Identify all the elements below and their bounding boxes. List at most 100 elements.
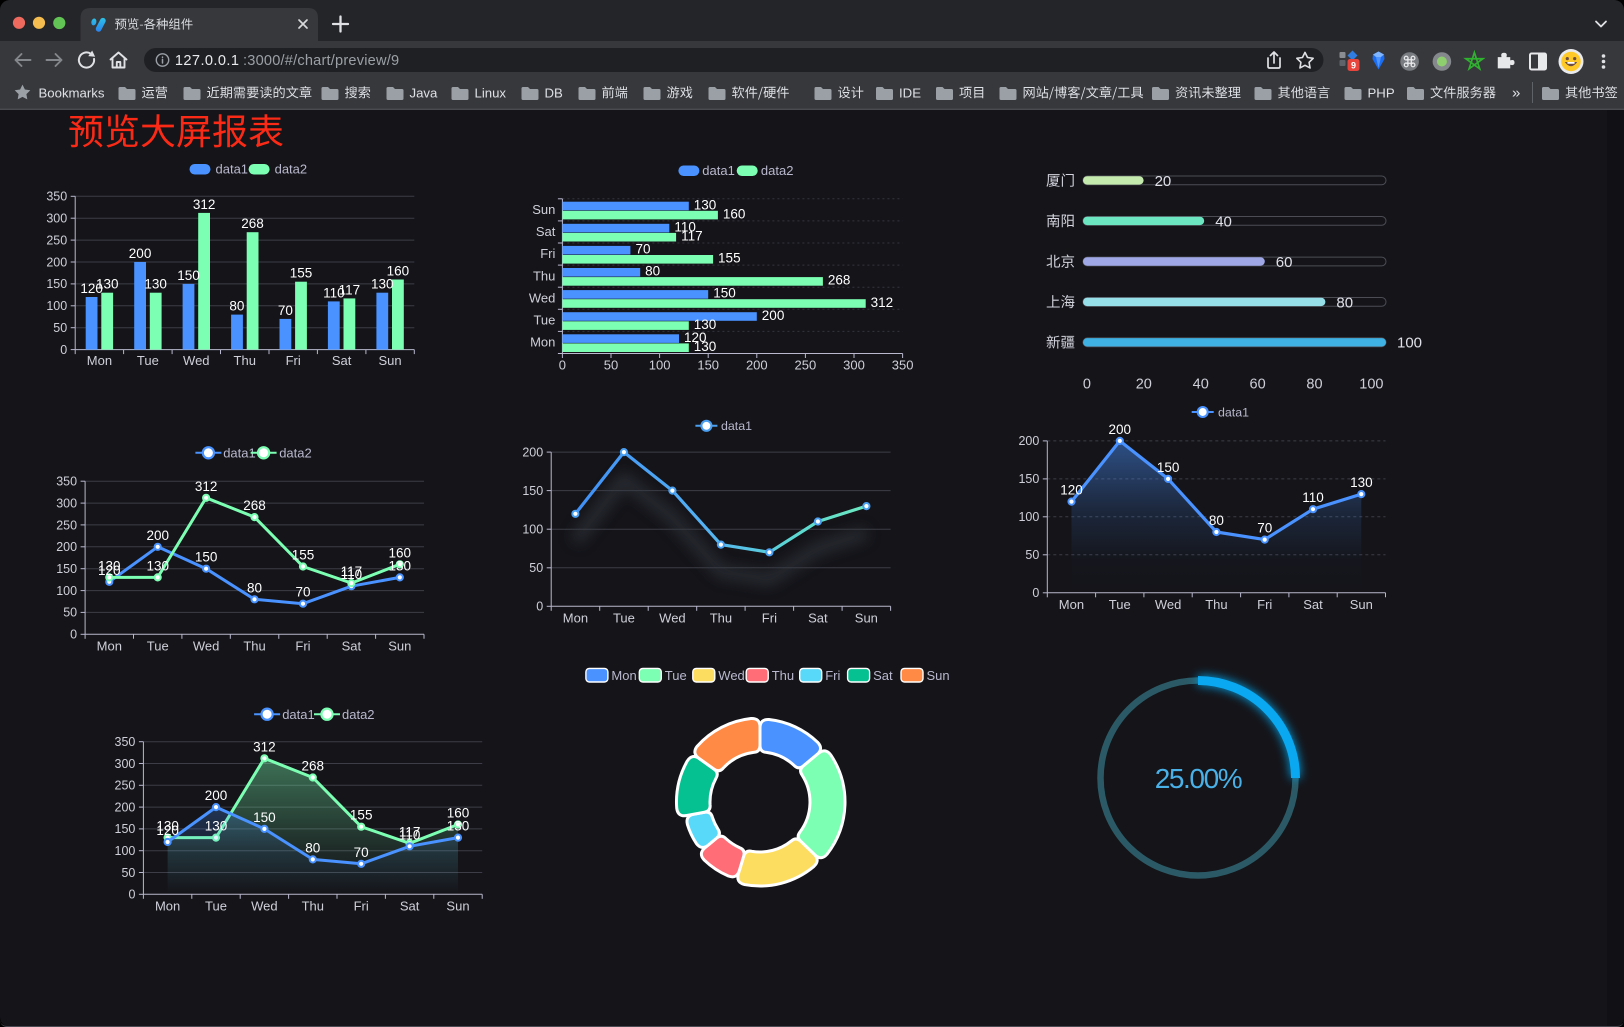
- svg-text:130: 130: [371, 277, 394, 292]
- svg-text:50: 50: [53, 321, 67, 335]
- svg-text:130: 130: [694, 317, 717, 332]
- svg-text:80: 80: [305, 840, 320, 855]
- svg-text:50: 50: [1025, 548, 1039, 562]
- svg-text:Tue: Tue: [147, 638, 169, 653]
- svg-text:Sun: Sun: [388, 638, 411, 653]
- svg-text:Thu: Thu: [710, 610, 732, 625]
- svg-text:0: 0: [128, 888, 135, 902]
- svg-text:120: 120: [98, 563, 121, 578]
- svg-text:Sat: Sat: [808, 610, 828, 625]
- svg-text:200: 200: [129, 246, 152, 261]
- svg-text:Thu: Thu: [302, 898, 324, 913]
- svg-text:300: 300: [115, 757, 136, 771]
- svg-text:150: 150: [713, 286, 736, 301]
- svg-text:110: 110: [1302, 490, 1324, 505]
- svg-text:117: 117: [341, 564, 363, 579]
- svg-text:250: 250: [46, 233, 67, 247]
- svg-text:155: 155: [718, 251, 741, 266]
- svg-text:Mon: Mon: [155, 898, 180, 913]
- svg-text:150: 150: [195, 550, 218, 565]
- svg-text:80: 80: [1306, 377, 1322, 393]
- svg-text:130: 130: [1350, 475, 1373, 490]
- svg-text:300: 300: [56, 496, 77, 510]
- svg-text:Mon: Mon: [563, 610, 588, 625]
- svg-text:Fri: Fri: [1257, 597, 1272, 612]
- svg-text:25.00%: 25.00%: [1155, 763, 1242, 794]
- svg-text:312: 312: [871, 295, 894, 310]
- svg-text:130: 130: [96, 277, 119, 292]
- svg-text:160: 160: [447, 806, 470, 821]
- svg-text:Thu: Thu: [243, 638, 265, 653]
- svg-text:Tue: Tue: [533, 313, 555, 328]
- svg-text:Sun: Sun: [927, 668, 950, 683]
- svg-text:Sat: Sat: [873, 668, 893, 683]
- svg-text:0: 0: [536, 600, 543, 614]
- svg-text:Wed: Wed: [1155, 597, 1182, 612]
- svg-text:data2: data2: [279, 445, 312, 460]
- svg-text:110: 110: [399, 827, 421, 842]
- svg-text:Fri: Fri: [286, 353, 301, 368]
- svg-text:Wed: Wed: [659, 610, 686, 625]
- svg-text:50: 50: [529, 561, 543, 575]
- svg-text:Thu: Thu: [1205, 597, 1227, 612]
- svg-text:160: 160: [387, 264, 410, 279]
- svg-text:110: 110: [323, 285, 345, 300]
- svg-text:150: 150: [56, 562, 77, 576]
- svg-text:Fri: Fri: [825, 668, 840, 683]
- svg-text:110: 110: [674, 219, 696, 234]
- svg-text:100: 100: [1397, 335, 1422, 352]
- svg-text:Thu: Thu: [772, 668, 794, 683]
- svg-text:Sun: Sun: [855, 610, 878, 625]
- svg-text:130: 130: [694, 197, 717, 212]
- svg-text:150: 150: [253, 810, 276, 825]
- svg-text:Thu: Thu: [533, 268, 555, 283]
- svg-text:0: 0: [1083, 377, 1091, 393]
- svg-text:150: 150: [522, 484, 543, 498]
- svg-text:250: 250: [115, 779, 136, 793]
- svg-text:80: 80: [1336, 294, 1353, 311]
- svg-text:Mon: Mon: [530, 335, 555, 350]
- svg-text:312: 312: [195, 479, 218, 494]
- svg-text:300: 300: [46, 212, 67, 226]
- svg-text:117: 117: [399, 824, 421, 839]
- svg-text:100: 100: [1018, 510, 1039, 524]
- svg-text:117: 117: [339, 282, 361, 297]
- svg-text:50: 50: [121, 866, 135, 880]
- svg-text:Wed: Wed: [193, 638, 220, 653]
- svg-text:Fri: Fri: [540, 246, 555, 261]
- svg-text:data1: data1: [702, 163, 735, 178]
- svg-text:155: 155: [350, 808, 373, 823]
- svg-text:»: »: [1512, 85, 1520, 102]
- svg-text:Sun: Sun: [532, 202, 555, 217]
- svg-text:Sat: Sat: [332, 353, 352, 368]
- svg-text:120: 120: [684, 330, 707, 345]
- svg-text:40: 40: [1215, 213, 1232, 230]
- svg-text:80: 80: [247, 580, 262, 595]
- svg-text:80: 80: [645, 264, 660, 279]
- svg-text:Fri: Fri: [762, 610, 777, 625]
- svg-text:Sat: Sat: [536, 224, 556, 239]
- svg-text:200: 200: [146, 528, 169, 543]
- svg-text:130: 130: [146, 558, 169, 573]
- svg-text:150: 150: [697, 358, 719, 373]
- svg-text:data2: data2: [275, 162, 308, 177]
- svg-text:200: 200: [1109, 422, 1132, 437]
- svg-text:60: 60: [1276, 254, 1293, 271]
- svg-text:268: 268: [828, 273, 851, 288]
- svg-text:120: 120: [156, 823, 179, 838]
- svg-text:200: 200: [205, 788, 228, 803]
- svg-text:Sat: Sat: [1303, 597, 1323, 612]
- svg-text:Tue: Tue: [613, 610, 635, 625]
- svg-text:150: 150: [1018, 472, 1039, 486]
- svg-text:data1: data1: [223, 445, 256, 460]
- svg-text:Tue: Tue: [137, 353, 159, 368]
- svg-text:268: 268: [302, 758, 325, 773]
- svg-text:data1: data1: [1218, 405, 1249, 419]
- svg-text:Wed: Wed: [183, 353, 210, 368]
- svg-text:70: 70: [635, 242, 650, 257]
- svg-text:155: 155: [292, 548, 315, 563]
- svg-text:0: 0: [1032, 586, 1039, 600]
- svg-text:127.0.0.1: 127.0.0.1: [175, 53, 239, 69]
- svg-text:130: 130: [98, 558, 121, 573]
- svg-text:Linux: Linux: [475, 85, 507, 100]
